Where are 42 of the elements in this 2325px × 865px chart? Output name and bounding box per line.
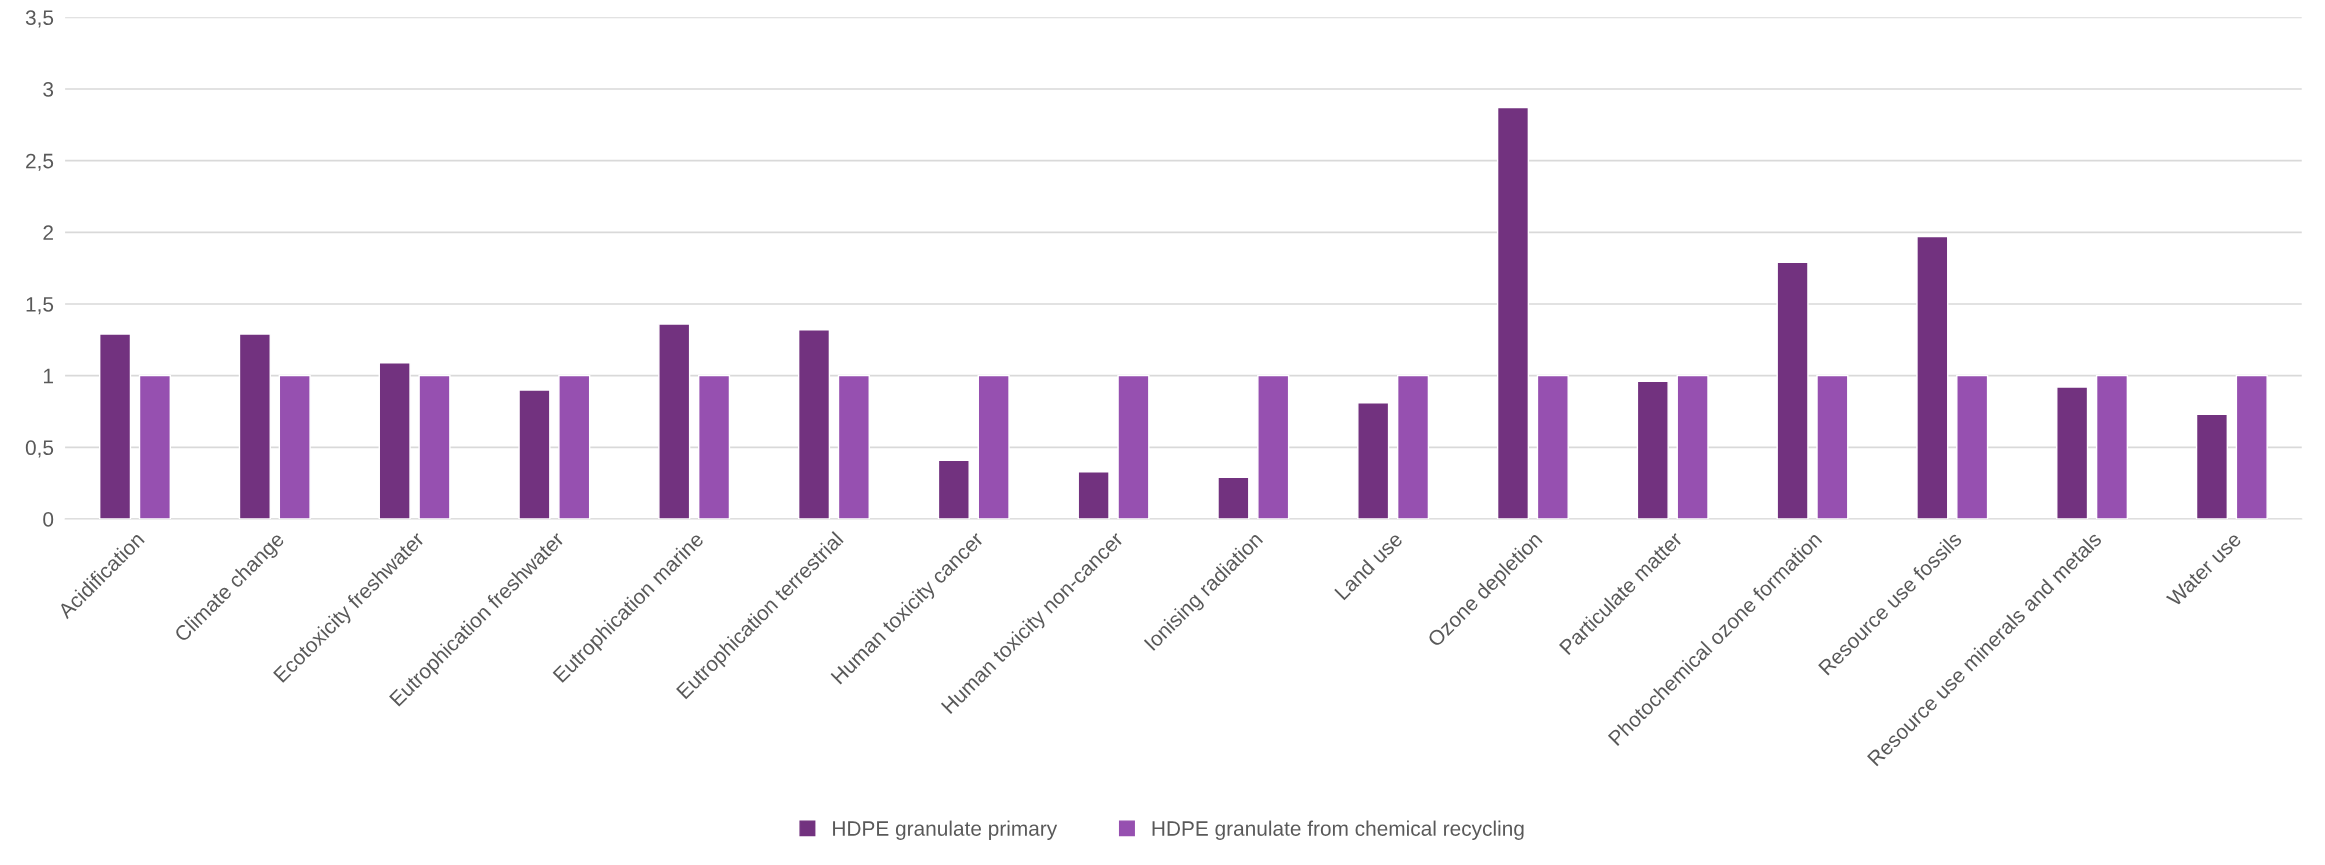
y-tick-label: 2,5 (26, 153, 54, 171)
y-tick-label: 0 (43, 512, 54, 527)
bar (1636, 380, 1669, 519)
bar (1536, 374, 1569, 519)
bar (1916, 235, 1949, 519)
bar (418, 374, 451, 519)
bar (2056, 386, 2089, 519)
bar (1956, 374, 1989, 519)
y-tick-label: 1,5 (26, 297, 54, 315)
bar (977, 374, 1010, 519)
bar (1357, 402, 1390, 519)
bar (238, 333, 271, 519)
bar (138, 374, 171, 519)
bar (278, 374, 311, 519)
bar (1676, 374, 1709, 519)
y-tick-label: 3,5 (25, 10, 54, 28)
bar (1496, 106, 1530, 519)
bar (1776, 261, 1809, 519)
bar (1396, 374, 1430, 519)
y-tick-label: 1 (43, 368, 53, 384)
bar (937, 459, 970, 519)
bar (658, 323, 691, 519)
bar (2235, 374, 2268, 519)
bar (2195, 413, 2229, 519)
bar (1257, 374, 1290, 519)
legend-label: HDPE granulate from chemical recycling (1152, 820, 1524, 840)
bar (1077, 471, 1110, 519)
y-tick-label: 2 (43, 225, 53, 240)
bar (558, 374, 591, 519)
bar (797, 329, 831, 519)
bar (1217, 476, 1250, 519)
bar (698, 374, 731, 519)
bar (518, 389, 551, 519)
bar (1816, 374, 1849, 519)
bar (378, 362, 411, 519)
bar (1117, 374, 1150, 519)
y-tick-label: 0,5 (25, 440, 54, 458)
y-tick-label: 3 (43, 81, 54, 97)
bar (2095, 374, 2129, 519)
bar (99, 333, 132, 519)
bar (837, 374, 870, 519)
legend-label: HDPE granulate primary (833, 820, 1058, 840)
